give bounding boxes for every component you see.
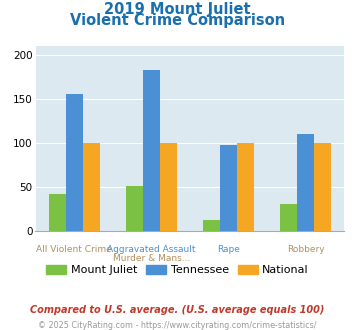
- Bar: [160, 143, 177, 231]
- Text: Murder & Mans...: Murder & Mans...: [113, 254, 190, 263]
- Bar: [220, 145, 237, 231]
- Legend: Mount Juliet, Tennessee, National: Mount Juliet, Tennessee, National: [42, 261, 313, 280]
- Bar: [49, 194, 66, 231]
- Text: © 2025 CityRating.com - https://www.cityrating.com/crime-statistics/: © 2025 CityRating.com - https://www.city…: [38, 321, 317, 330]
- Bar: [297, 134, 314, 231]
- Bar: [83, 143, 100, 231]
- Bar: [314, 143, 331, 231]
- Bar: [237, 143, 254, 231]
- Bar: [280, 204, 297, 231]
- Text: Compared to U.S. average. (U.S. average equals 100): Compared to U.S. average. (U.S. average …: [30, 305, 325, 315]
- Text: Rape: Rape: [217, 245, 240, 254]
- Bar: [126, 186, 143, 231]
- Text: Robbery: Robbery: [287, 245, 324, 254]
- Bar: [66, 94, 83, 231]
- Text: All Violent Crime: All Violent Crime: [36, 245, 112, 254]
- Text: Violent Crime Comparison: Violent Crime Comparison: [70, 13, 285, 28]
- Bar: [203, 219, 220, 231]
- Text: Aggravated Assault: Aggravated Assault: [107, 245, 196, 254]
- Text: 2019 Mount Juliet: 2019 Mount Juliet: [104, 2, 251, 16]
- Bar: [143, 70, 160, 231]
